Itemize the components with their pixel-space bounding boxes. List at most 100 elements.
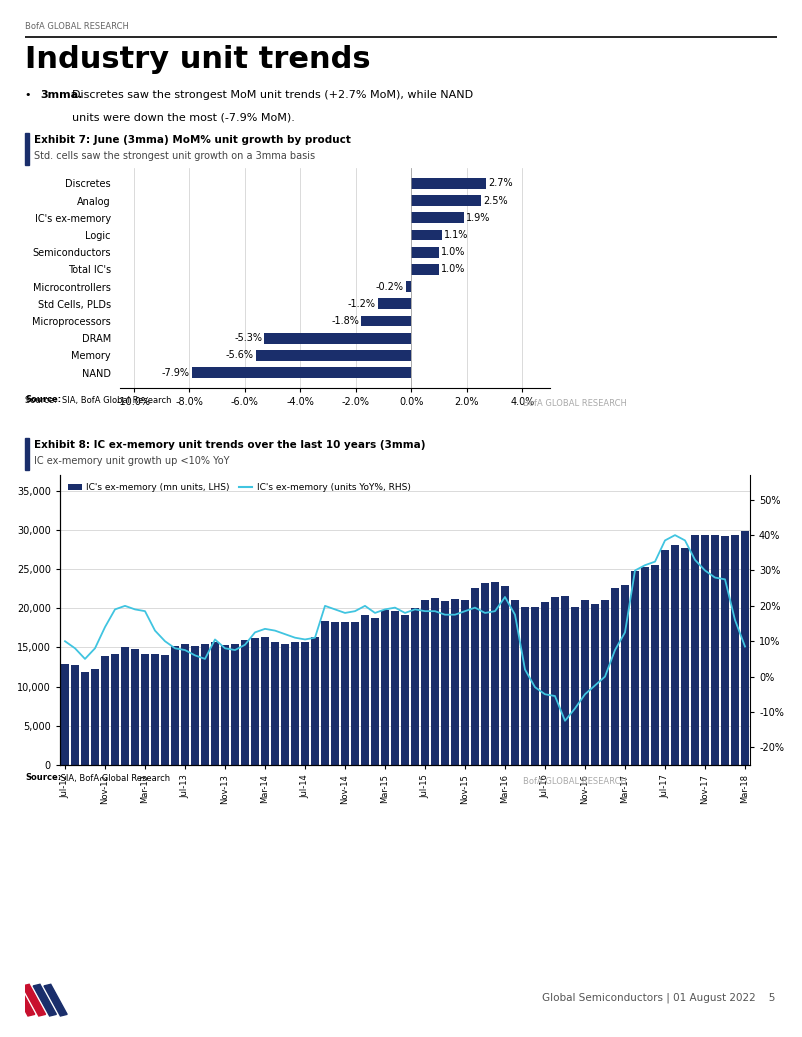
Bar bbox=[691, 535, 699, 765]
Bar bbox=[731, 535, 739, 765]
Text: BofA GLOBAL RESEARCH: BofA GLOBAL RESEARCH bbox=[523, 777, 627, 785]
Bar bbox=[321, 621, 330, 765]
Bar bbox=[491, 583, 500, 765]
Bar bbox=[362, 315, 411, 327]
Bar bbox=[361, 615, 369, 765]
Bar bbox=[411, 178, 486, 189]
Bar bbox=[531, 607, 539, 765]
Bar bbox=[630, 570, 639, 765]
Text: Source:  SIA, BofA Global Research: Source: SIA, BofA Global Research bbox=[25, 395, 172, 404]
Bar bbox=[411, 195, 480, 206]
Text: IC ex-memory unit growth up <10% YoY: IC ex-memory unit growth up <10% YoY bbox=[34, 455, 229, 466]
Bar bbox=[681, 548, 689, 765]
Bar bbox=[101, 656, 109, 765]
Bar bbox=[291, 642, 299, 765]
Text: Exhibit 7: June (3mma) MoM% unit growth by product: Exhibit 7: June (3mma) MoM% unit growth … bbox=[34, 135, 351, 144]
Text: -7.9%: -7.9% bbox=[162, 368, 190, 377]
Bar bbox=[670, 544, 679, 765]
Text: 2.7%: 2.7% bbox=[488, 178, 513, 189]
Text: -5.6%: -5.6% bbox=[225, 351, 253, 361]
Bar bbox=[330, 622, 339, 765]
Bar bbox=[371, 618, 379, 765]
Bar bbox=[200, 644, 209, 765]
Bar bbox=[111, 654, 119, 765]
Text: -0.2%: -0.2% bbox=[375, 282, 403, 291]
Bar bbox=[180, 644, 189, 765]
Bar bbox=[81, 672, 89, 765]
Bar bbox=[451, 598, 460, 765]
Bar bbox=[261, 638, 269, 765]
Bar bbox=[641, 567, 650, 765]
Text: 1.9%: 1.9% bbox=[466, 213, 491, 223]
Bar bbox=[461, 599, 469, 765]
Bar bbox=[406, 281, 411, 292]
Bar bbox=[25, 438, 29, 470]
Bar bbox=[44, 984, 67, 1016]
Text: Source:: Source: bbox=[25, 395, 61, 404]
Bar bbox=[25, 133, 29, 165]
Text: 1.0%: 1.0% bbox=[441, 264, 466, 275]
Bar bbox=[310, 638, 319, 765]
Text: Source:: Source: bbox=[25, 774, 61, 783]
Text: •: • bbox=[25, 90, 38, 100]
Bar bbox=[421, 600, 429, 765]
Bar bbox=[271, 642, 279, 765]
Bar bbox=[591, 605, 599, 765]
Bar bbox=[611, 588, 619, 765]
Bar bbox=[211, 642, 219, 765]
Bar bbox=[391, 612, 399, 765]
Bar bbox=[561, 596, 569, 765]
Bar bbox=[500, 586, 509, 765]
Bar bbox=[160, 655, 169, 765]
Bar bbox=[741, 531, 749, 765]
Text: Exhibit 8: IC ex-memory unit trends over the last 10 years (3mma): Exhibit 8: IC ex-memory unit trends over… bbox=[34, 440, 426, 450]
Bar bbox=[281, 644, 290, 765]
Bar bbox=[11, 984, 34, 1016]
Text: 2.5%: 2.5% bbox=[483, 196, 508, 205]
Text: -5.3%: -5.3% bbox=[234, 333, 262, 343]
Legend: IC's ex-memory (mn units, LHS), IC's ex-memory (units YoY%, RHS): IC's ex-memory (mn units, LHS), IC's ex-… bbox=[64, 479, 415, 496]
Bar bbox=[341, 621, 349, 765]
Text: units were down the most (-7.9% MoM).: units were down the most (-7.9% MoM). bbox=[72, 112, 295, 122]
Bar bbox=[191, 646, 199, 765]
Text: 1.1%: 1.1% bbox=[444, 230, 468, 240]
Bar bbox=[350, 622, 359, 765]
Bar bbox=[581, 599, 589, 765]
Text: 1.0%: 1.0% bbox=[441, 247, 466, 257]
Bar bbox=[431, 598, 439, 765]
Bar bbox=[401, 615, 409, 765]
Text: Discretes saw the strongest MoM unit trends (+2.7% MoM), while NAND: Discretes saw the strongest MoM unit tre… bbox=[72, 90, 474, 100]
Bar bbox=[480, 583, 489, 765]
Bar bbox=[301, 642, 310, 765]
Bar bbox=[381, 610, 389, 765]
Bar bbox=[571, 607, 579, 765]
Bar bbox=[71, 666, 79, 765]
Bar bbox=[411, 247, 439, 257]
Text: Industry unit trends: Industry unit trends bbox=[25, 45, 371, 74]
Bar bbox=[61, 664, 69, 765]
Bar bbox=[251, 638, 259, 765]
Text: BofA GLOBAL RESEARCH: BofA GLOBAL RESEARCH bbox=[523, 398, 627, 408]
Bar bbox=[471, 588, 480, 765]
Bar bbox=[650, 565, 659, 765]
Bar bbox=[121, 647, 129, 765]
Bar bbox=[711, 535, 719, 765]
Bar bbox=[22, 984, 46, 1016]
Text: Std. cells saw the strongest unit growth on a 3mma basis: Std. cells saw the strongest unit growth… bbox=[34, 150, 315, 161]
Text: BofA GLOBAL RESEARCH: BofA GLOBAL RESEARCH bbox=[25, 22, 129, 31]
Text: Global Semiconductors | 01 August 2022    5: Global Semiconductors | 01 August 2022 5 bbox=[541, 992, 775, 1003]
Text: 3mma.: 3mma. bbox=[40, 90, 83, 100]
Bar bbox=[721, 536, 729, 765]
Bar bbox=[151, 654, 160, 765]
Bar bbox=[441, 601, 449, 765]
Bar bbox=[231, 644, 239, 765]
Bar bbox=[171, 646, 180, 765]
Bar bbox=[661, 551, 669, 765]
Bar bbox=[378, 299, 411, 309]
Bar bbox=[33, 984, 56, 1016]
Bar bbox=[256, 351, 411, 361]
Bar bbox=[551, 597, 559, 765]
Bar bbox=[701, 535, 709, 765]
Bar bbox=[411, 213, 464, 223]
Text: -1.2%: -1.2% bbox=[348, 299, 376, 309]
